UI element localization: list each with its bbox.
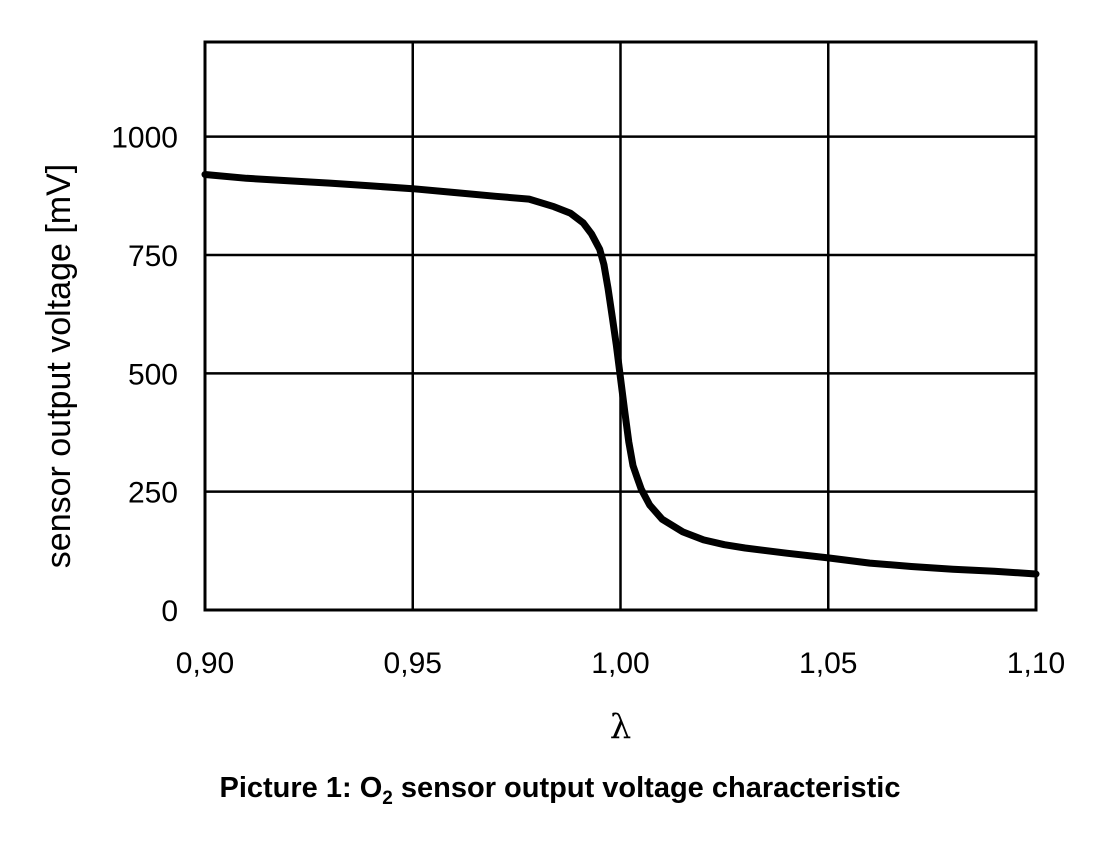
x-tick-label: 0,90 — [176, 647, 234, 680]
x-tick-label: 1,10 — [1007, 647, 1065, 680]
series-line — [201, 171, 1040, 578]
x-tick-label: 0,95 — [384, 647, 442, 680]
o2-sensor-chart: 0,90 0,95 1,00 1,05 1,10 0 250 500 750 1000 λ se… — [40, 40, 1065, 747]
y-tick-label: 1000 — [111, 122, 178, 155]
x-axis-label: λ — [610, 707, 632, 747]
caption-subscript: 2 — [382, 787, 393, 809]
y-axis-label: sensor output voltage [mV] — [40, 164, 78, 568]
y-tick-label: 500 — [128, 358, 178, 391]
y-tick-labels: 0 250 500 750 1000 — [111, 122, 178, 628]
y-tick-label: 250 — [128, 477, 178, 510]
grid-lines — [203, 42, 1038, 612]
x-tick-label: 1,00 — [591, 647, 649, 680]
y-tick-label: 0 — [161, 595, 178, 628]
y-tick-label: 750 — [128, 240, 178, 273]
plot-frame — [203, 40, 1038, 612]
caption-prefix: Picture 1: O — [219, 772, 383, 804]
x-tick-label: 1,05 — [799, 647, 857, 680]
caption-suffix: sensor output voltage characteristic — [392, 772, 901, 804]
x-tick-labels: 0,90 0,95 1,00 1,05 1,10 — [176, 647, 1065, 680]
figure-caption: Picture 1: O2 sensor output voltage char… — [0, 772, 1120, 810]
